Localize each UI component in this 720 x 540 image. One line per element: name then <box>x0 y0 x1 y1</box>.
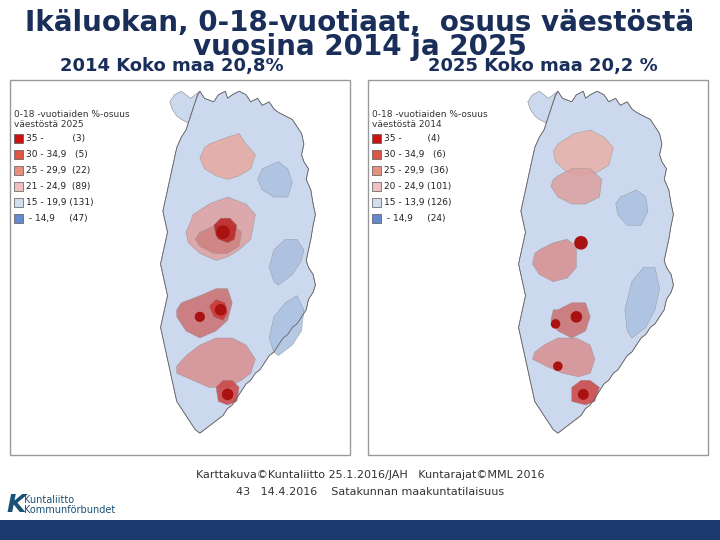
Polygon shape <box>209 299 228 320</box>
Bar <box>372 166 381 175</box>
Text: Kommunförbundet: Kommunförbundet <box>24 505 115 515</box>
Text: 0-18 -vuotiaiden %-osuus
väestöstä 2025: 0-18 -vuotiaiden %-osuus väestöstä 2025 <box>14 110 130 130</box>
Bar <box>22 495 82 513</box>
Polygon shape <box>269 296 304 356</box>
Text: 2014 Koko maa 20,8%: 2014 Koko maa 20,8% <box>60 57 284 75</box>
Polygon shape <box>176 289 233 338</box>
Polygon shape <box>572 380 600 405</box>
Text: 2025 Koko maa 20,2 %: 2025 Koko maa 20,2 % <box>428 57 658 75</box>
Text: 25 - 29,9  (22): 25 - 29,9 (22) <box>26 165 90 174</box>
Polygon shape <box>532 338 595 377</box>
Bar <box>14 214 23 223</box>
Polygon shape <box>170 91 200 123</box>
Bar <box>372 150 381 159</box>
Polygon shape <box>195 225 241 253</box>
Polygon shape <box>176 338 256 387</box>
Polygon shape <box>551 169 602 204</box>
Text: 25 - 29,9  (36): 25 - 29,9 (36) <box>384 165 449 174</box>
Polygon shape <box>518 91 673 433</box>
Bar <box>14 134 23 143</box>
Text: Ikäluokan, 0-18-vuotiaat,  osuus väestöstä: Ikäluokan, 0-18-vuotiaat, osuus väestöst… <box>25 9 695 37</box>
Text: 30 - 34,9   (6): 30 - 34,9 (6) <box>384 150 446 159</box>
Polygon shape <box>258 162 292 197</box>
Polygon shape <box>625 267 660 338</box>
Circle shape <box>575 237 587 249</box>
Text: 21 - 24,9  (89): 21 - 24,9 (89) <box>26 181 91 191</box>
Polygon shape <box>214 218 237 243</box>
Polygon shape <box>269 239 304 285</box>
Polygon shape <box>216 380 239 405</box>
Bar <box>10 80 350 455</box>
Text: Karttakuva©Kuntaliitto 25.1.2016/JAH   Kuntarajat©MML 2016: Karttakuva©Kuntaliitto 25.1.2016/JAH Kun… <box>196 470 544 480</box>
Text: 43   14.4.2016    Satakunnan maakuntatilaisuus: 43 14.4.2016 Satakunnan maakuntatilaisuu… <box>236 487 504 497</box>
Bar <box>372 134 381 143</box>
Polygon shape <box>161 91 315 433</box>
Bar <box>368 80 708 455</box>
Bar <box>372 182 381 191</box>
Text: 35 -          (3): 35 - (3) <box>26 133 85 143</box>
Circle shape <box>579 390 588 399</box>
Polygon shape <box>551 303 590 338</box>
Text: vuosina 2014 ja 2025: vuosina 2014 ja 2025 <box>193 33 527 61</box>
Polygon shape <box>532 239 576 281</box>
Circle shape <box>195 313 204 321</box>
Polygon shape <box>616 190 648 225</box>
Text: Kuntaliitto: Kuntaliitto <box>24 495 74 505</box>
Circle shape <box>571 312 582 322</box>
Text: 15 - 13,9 (126): 15 - 13,9 (126) <box>384 198 451 206</box>
Text: K: K <box>6 493 26 517</box>
Bar <box>14 166 23 175</box>
Text: 30 - 34,9   (5): 30 - 34,9 (5) <box>26 150 88 159</box>
Bar <box>14 198 23 207</box>
Polygon shape <box>553 130 613 176</box>
Circle shape <box>552 320 559 328</box>
Text: - 14,9     (47): - 14,9 (47) <box>26 213 88 222</box>
Circle shape <box>554 362 562 370</box>
Text: 15 - 19,9 (131): 15 - 19,9 (131) <box>26 198 94 206</box>
Polygon shape <box>186 197 256 260</box>
Circle shape <box>222 389 233 400</box>
Circle shape <box>217 226 229 238</box>
Text: - 14,9     (24): - 14,9 (24) <box>384 213 446 222</box>
Bar <box>14 182 23 191</box>
Bar <box>14 150 23 159</box>
Text: 20 - 24,9 (101): 20 - 24,9 (101) <box>384 181 451 191</box>
Text: 35 -         (4): 35 - (4) <box>384 133 440 143</box>
Polygon shape <box>528 91 558 123</box>
Text: 0-18 -vuotiaiden %-osuus
väestöstä 2014: 0-18 -vuotiaiden %-osuus väestöstä 2014 <box>372 110 487 130</box>
Bar <box>0 520 720 540</box>
Circle shape <box>215 305 226 315</box>
Bar <box>372 214 381 223</box>
Bar <box>372 198 381 207</box>
Polygon shape <box>200 133 256 179</box>
